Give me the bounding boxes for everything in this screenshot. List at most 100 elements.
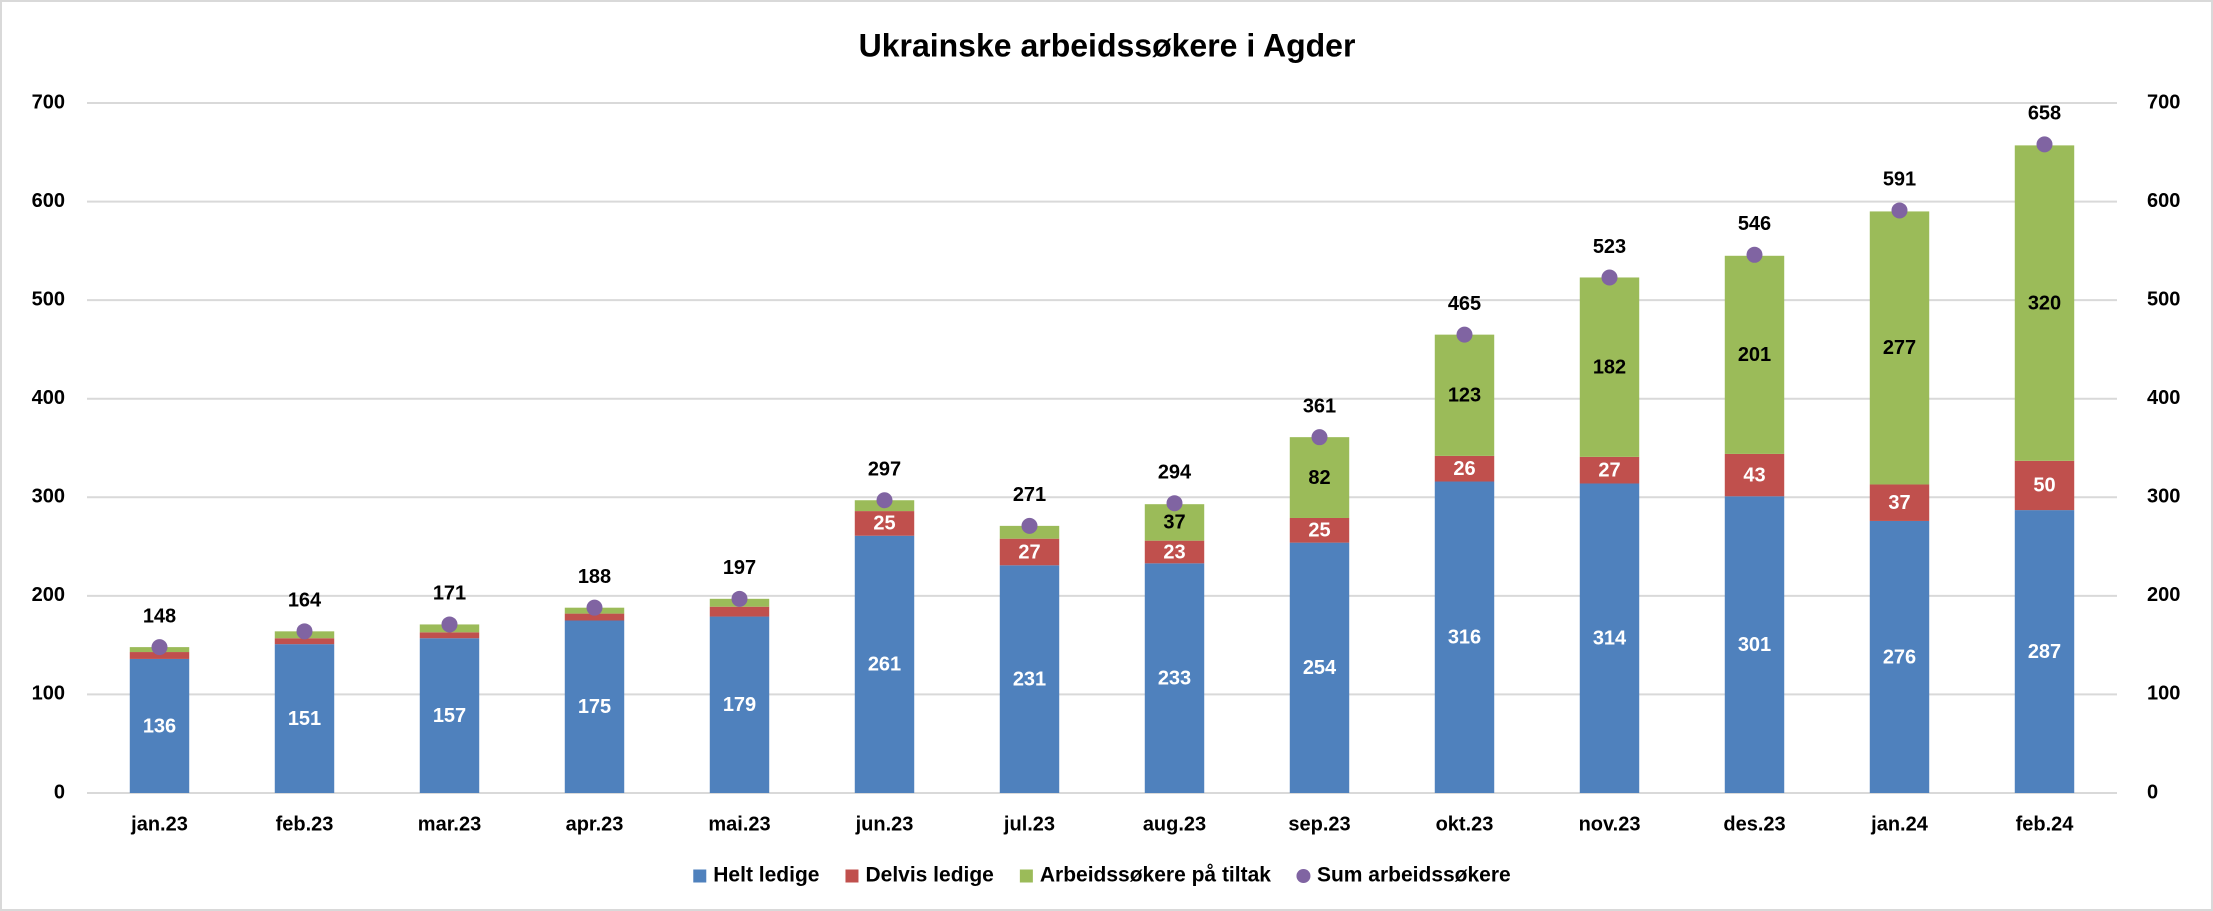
x-tick-label: nov.23 bbox=[1579, 813, 1641, 835]
bar-value-label: 175 bbox=[578, 696, 611, 718]
sum-marker bbox=[1166, 495, 1183, 512]
sum-label: 591 bbox=[1883, 169, 1916, 191]
bar-value-label: 316 bbox=[1448, 627, 1481, 649]
bar-value-label: 277 bbox=[1883, 337, 1916, 359]
y-tick-label: 600 bbox=[32, 190, 65, 212]
sum-marker bbox=[731, 590, 748, 607]
bar-segment bbox=[1434, 481, 1495, 793]
bar-segment bbox=[1289, 437, 1350, 518]
bar-segment bbox=[1144, 563, 1205, 793]
legend-swatch bbox=[845, 869, 859, 883]
bar-segment bbox=[1724, 496, 1785, 793]
bar-segment bbox=[1579, 483, 1640, 793]
x-tick-label: des.23 bbox=[1723, 813, 1785, 835]
bar-value-label: 123 bbox=[1448, 385, 1481, 407]
bar-segment bbox=[419, 638, 480, 793]
y2-tick-label: 700 bbox=[2147, 91, 2180, 113]
y2-tick-label: 100 bbox=[2147, 683, 2180, 705]
sum-marker bbox=[1456, 326, 1473, 343]
sum-label: 297 bbox=[868, 459, 901, 481]
legend-swatch bbox=[693, 869, 707, 883]
legend-label: Helt ledige bbox=[713, 864, 819, 887]
bar-value-label: 25 bbox=[1308, 520, 1330, 542]
y2-tick-label: 0 bbox=[2147, 781, 2158, 803]
bar-value-label: 314 bbox=[1593, 628, 1627, 650]
bar-segment bbox=[1144, 540, 1205, 564]
sum-label: 465 bbox=[1448, 293, 1481, 315]
x-tick-label: apr.23 bbox=[566, 813, 624, 835]
bar-segment bbox=[1724, 255, 1785, 454]
x-tick-label: jan.23 bbox=[130, 813, 188, 835]
y2-tick-label: 500 bbox=[2147, 288, 2180, 310]
legend-label: Delvis ledige bbox=[865, 864, 993, 887]
legend-marker bbox=[1296, 869, 1311, 883]
sum-marker bbox=[1891, 202, 1908, 219]
sum-label: 171 bbox=[433, 583, 466, 605]
bar-segment bbox=[274, 644, 335, 793]
bar-segment bbox=[854, 511, 915, 536]
bar-value-label: 287 bbox=[2028, 641, 2061, 663]
bar-value-label: 151 bbox=[288, 708, 321, 730]
x-tick-label: okt.23 bbox=[1436, 813, 1494, 835]
bar-segment bbox=[129, 658, 190, 793]
sum-label: 546 bbox=[1738, 213, 1771, 235]
y-tick-label: 700 bbox=[32, 91, 65, 113]
y-tick-label: 500 bbox=[32, 288, 65, 310]
bar-value-label: 23 bbox=[1163, 541, 1185, 563]
bar-segment bbox=[999, 565, 1060, 793]
x-tick-label: jan.24 bbox=[1870, 813, 1929, 835]
bar-segment bbox=[709, 606, 770, 617]
bar-segment bbox=[1869, 484, 1930, 521]
bar-value-label: 231 bbox=[1013, 668, 1046, 690]
sum-marker bbox=[586, 599, 603, 616]
y2-tick-label: 300 bbox=[2147, 486, 2180, 508]
bar-value-label: 276 bbox=[1883, 646, 1916, 668]
bar-segment bbox=[2014, 145, 2075, 461]
bar-value-label: 37 bbox=[1163, 512, 1185, 534]
bar-value-label: 320 bbox=[2028, 292, 2061, 314]
bar-segment bbox=[1579, 277, 1640, 457]
bar-value-label: 26 bbox=[1453, 458, 1475, 480]
sum-marker bbox=[1021, 517, 1038, 534]
bar-value-label: 179 bbox=[723, 694, 756, 716]
sum-label: 197 bbox=[723, 557, 756, 579]
legend-label: Arbeidssøkere på tiltak bbox=[1040, 864, 1271, 887]
sum-marker bbox=[876, 492, 893, 509]
bar-segment bbox=[274, 638, 335, 645]
x-tick-label: sep.23 bbox=[1288, 813, 1350, 835]
sum-label: 188 bbox=[578, 566, 611, 588]
sum-label: 164 bbox=[288, 590, 322, 612]
y2-tick-label: 400 bbox=[2147, 387, 2180, 409]
x-tick-label: jun.23 bbox=[855, 813, 914, 835]
bar-segment bbox=[564, 613, 625, 621]
x-tick-label: jul.23 bbox=[1003, 813, 1055, 835]
bar-segment bbox=[999, 538, 1060, 566]
bar-value-label: 261 bbox=[868, 654, 901, 676]
sum-marker bbox=[1746, 246, 1763, 263]
bar-value-label: 43 bbox=[1743, 464, 1765, 486]
bar-segment bbox=[854, 535, 915, 793]
sum-marker bbox=[1311, 429, 1328, 446]
bar-segment bbox=[1434, 334, 1495, 456]
x-tick-label: mar.23 bbox=[418, 813, 481, 835]
bar-value-label: 301 bbox=[1738, 634, 1771, 656]
bar-segment bbox=[1869, 520, 1930, 793]
bar-segment bbox=[419, 632, 480, 639]
sum-label: 658 bbox=[2028, 103, 2061, 125]
bar-segment bbox=[1724, 453, 1785, 497]
bar-value-label: 182 bbox=[1593, 356, 1626, 378]
sum-label: 271 bbox=[1013, 484, 1046, 506]
x-tick-label: aug.23 bbox=[1143, 813, 1206, 835]
bar-value-label: 254 bbox=[1303, 657, 1337, 679]
x-tick-label: feb.24 bbox=[2016, 813, 2075, 835]
y-tick-label: 100 bbox=[32, 683, 65, 705]
bar-value-label: 201 bbox=[1738, 344, 1771, 366]
bar-value-label: 50 bbox=[2033, 475, 2055, 497]
chart-title: Ukrainske arbeidssøkere i Agder bbox=[859, 27, 1356, 63]
bar-segment bbox=[1289, 542, 1350, 793]
sum-label: 148 bbox=[143, 605, 176, 627]
y-tick-label: 0 bbox=[54, 781, 65, 803]
sum-marker bbox=[1601, 269, 1618, 286]
x-tick-label: mai.23 bbox=[708, 813, 770, 835]
